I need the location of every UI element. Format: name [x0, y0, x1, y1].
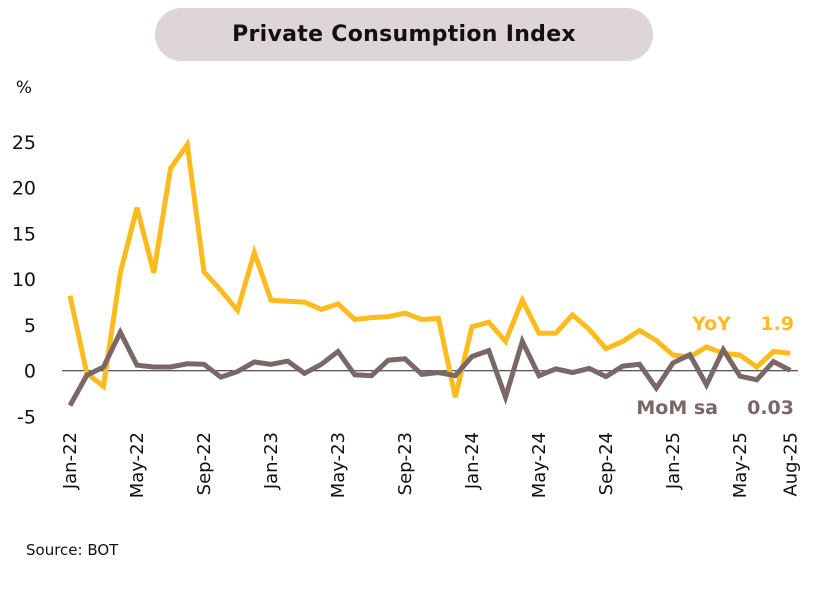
last-value-mom-sa: 0.03	[747, 397, 794, 419]
legend-label-yoy: YoY	[691, 313, 731, 335]
x-axis-ticks: Jan-22 May-22 Sep-22 Jan-23 May-23 Sep-23 Jan-…	[60, 432, 801, 498]
chart-title: Private Consumption Index	[232, 22, 576, 47]
x-tick-label: May-23	[328, 432, 349, 498]
y-tick-label: 15	[12, 223, 36, 245]
y-axis-ticks: -5 0 5 10 15 20 25	[12, 132, 36, 429]
x-tick-label: May-22	[127, 432, 148, 498]
series-end-labels: YoY 1.9 MoM sa 0.03	[636, 313, 794, 419]
legend-label-mom-sa: MoM sa	[636, 397, 718, 419]
chart-title-banner: Private Consumption Index	[155, 8, 653, 61]
y-axis-label: %	[16, 78, 32, 98]
y-tick-label: 10	[12, 269, 36, 291]
last-value-yoy: 1.9	[760, 313, 794, 335]
series-line-mom-sa	[67, 326, 792, 407]
y-tick-label: 20	[12, 178, 36, 200]
x-tick-label: May-24	[529, 432, 550, 498]
x-tick-label: Jan-22	[60, 432, 81, 490]
x-tick-label: Jan-24	[462, 432, 483, 490]
x-tick-label: Sep-24	[596, 432, 617, 495]
y-tick-label: 0	[24, 361, 36, 383]
source-note: Source: BOT	[26, 541, 119, 559]
y-tick-label: -5	[17, 406, 36, 428]
x-tick-label: Jan-25	[663, 432, 684, 490]
x-tick-label: May-25	[730, 432, 751, 498]
y-tick-label: 5	[24, 315, 36, 337]
y-tick-label: 25	[12, 132, 36, 154]
x-tick-label: Sep-22	[194, 432, 215, 495]
series-lines	[67, 138, 792, 407]
x-tick-label: Sep-23	[395, 432, 416, 495]
x-tick-label: Jan-23	[261, 432, 282, 490]
series-line-yoy	[67, 138, 791, 398]
x-tick-label: Aug-25	[780, 432, 801, 497]
